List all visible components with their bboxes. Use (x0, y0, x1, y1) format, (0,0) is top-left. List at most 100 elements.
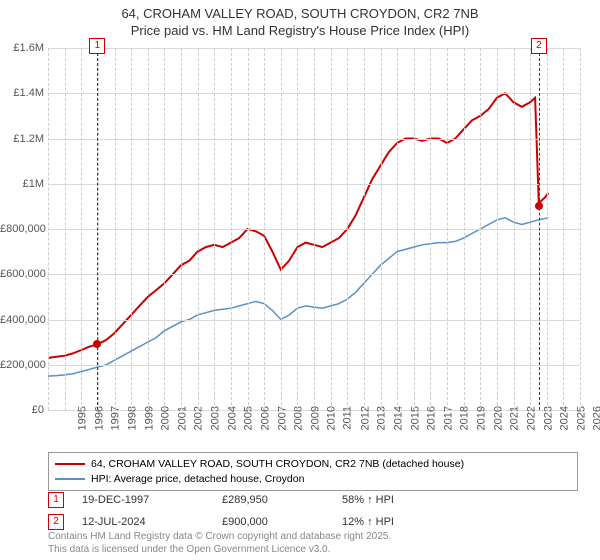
gridline-v (48, 48, 49, 410)
x-tick-label: 2023 (542, 406, 554, 430)
x-tick-label: 2005 (243, 406, 255, 430)
gridline-v (530, 48, 531, 410)
gridline-v (364, 48, 365, 410)
footer: Contains HM Land Registry data © Crown c… (48, 531, 578, 556)
gridline-v (164, 48, 165, 410)
x-tick-label: 2008 (293, 406, 305, 430)
y-tick-label: £1.4M (0, 87, 44, 99)
plot-area: £0£200,000£400,000£600,000£800,000£1M£1.… (48, 48, 580, 410)
gridline-v (464, 48, 465, 410)
x-tick-label: 2016 (426, 406, 438, 430)
marker-line-2 (539, 48, 540, 410)
sale-date: 12-JUL-2024 (82, 516, 222, 528)
x-tick-label: 2012 (359, 406, 371, 430)
x-tick-label: 2009 (309, 406, 321, 430)
y-tick-label: £0 (0, 404, 44, 416)
legend-item: HPI: Average price, detached house, Croy… (55, 472, 571, 487)
x-tick-label: 1999 (143, 406, 155, 430)
marker-point-1 (93, 340, 101, 348)
x-tick-label: 2025 (575, 406, 587, 430)
legend-label: HPI: Average price, detached house, Croy… (91, 472, 304, 487)
gridline-v (514, 48, 515, 410)
gridline-v (331, 48, 332, 410)
x-tick-label: 2010 (326, 406, 338, 430)
x-tick-label: 2026 (592, 406, 600, 430)
sale-hpi: 12% ↑ HPI (342, 516, 394, 528)
title-line-2: Price paid vs. HM Land Registry's House … (131, 23, 469, 38)
sale-date: 19-DEC-1997 (82, 494, 222, 506)
title-line-1: 64, CROHAM VALLEY ROAD, SOUTH CROYDON, C… (121, 6, 478, 21)
y-tick-label: £1M (0, 178, 44, 190)
gridline-v (497, 48, 498, 410)
x-tick-label: 2020 (492, 406, 504, 430)
gridline-v (248, 48, 249, 410)
gridline-v (580, 48, 581, 410)
gridline-v (347, 48, 348, 410)
x-tick-label: 1995 (76, 406, 88, 430)
x-tick-label: 2003 (209, 406, 221, 430)
x-tick-label: 2021 (509, 406, 521, 430)
marker-point-2 (535, 202, 543, 210)
x-tick-label: 2007 (276, 406, 288, 430)
sale-marker-2: 2 (48, 514, 64, 530)
x-tick-label: 2006 (259, 406, 271, 430)
x-tick-label: 2022 (525, 406, 537, 430)
gridline-v (480, 48, 481, 410)
gridline-v (214, 48, 215, 410)
y-tick-label: £600,000 (0, 268, 44, 280)
x-tick-label: 2015 (409, 406, 421, 430)
sale-marker-1: 1 (48, 492, 64, 508)
footer-line-1: Contains HM Land Registry data © Crown c… (48, 531, 391, 542)
sale-hpi: 58% ↑ HPI (342, 494, 394, 506)
sale-row-2: 2 12-JUL-2024£900,00012% ↑ HPI (48, 514, 578, 530)
legend-swatch (55, 463, 85, 465)
legend-label: 64, CROHAM VALLEY ROAD, SOUTH CROYDON, C… (91, 457, 464, 472)
legend-swatch (55, 478, 85, 480)
chart-title: 64, CROHAM VALLEY ROAD, SOUTH CROYDON, C… (0, 0, 600, 40)
chart-container: 64, CROHAM VALLEY ROAD, SOUTH CROYDON, C… (0, 0, 600, 560)
y-tick-label: £200,000 (0, 359, 44, 371)
x-tick-label: 2019 (475, 406, 487, 430)
gridline-v (447, 48, 448, 410)
gridline-v (198, 48, 199, 410)
gridline-v (264, 48, 265, 410)
gridline-v (314, 48, 315, 410)
x-tick-label: 2024 (559, 406, 571, 430)
marker-label-1: 1 (89, 38, 105, 54)
gridline-v (231, 48, 232, 410)
y-tick-label: £1.6M (0, 42, 44, 54)
gridline-v (81, 48, 82, 410)
gridline-v (414, 48, 415, 410)
gridline-v (181, 48, 182, 410)
y-tick-label: £400,000 (0, 314, 44, 326)
x-tick-label: 1998 (126, 406, 138, 430)
legend-item: 64, CROHAM VALLEY ROAD, SOUTH CROYDON, C… (55, 457, 571, 472)
x-tick-label: 2017 (442, 406, 454, 430)
gridline-v (381, 48, 382, 410)
gridline-v (297, 48, 298, 410)
x-tick-label: 2001 (176, 406, 188, 430)
sale-row-1: 1 19-DEC-1997£289,95058% ↑ HPI (48, 492, 578, 508)
marker-label-2: 2 (531, 38, 547, 54)
gridline-v (547, 48, 548, 410)
x-tick-label: 2014 (392, 406, 404, 430)
sale-price: £289,950 (222, 494, 342, 506)
y-tick-label: £1.2M (0, 133, 44, 145)
marker-line-1 (97, 48, 98, 410)
gridline-v (115, 48, 116, 410)
gridline-v (430, 48, 431, 410)
x-tick-label: 1997 (110, 406, 122, 430)
x-tick-label: 2018 (459, 406, 471, 430)
x-tick-label: 2002 (193, 406, 205, 430)
gridline-v (397, 48, 398, 410)
gridline-v (563, 48, 564, 410)
x-tick-label: 2004 (226, 406, 238, 430)
x-tick-label: 2000 (160, 406, 172, 430)
gridline-v (65, 48, 66, 410)
sale-price: £900,000 (222, 516, 342, 528)
footer-line-2: This data is licensed under the Open Gov… (48, 544, 330, 555)
x-tick-label: 1996 (93, 406, 105, 430)
legend: 64, CROHAM VALLEY ROAD, SOUTH CROYDON, C… (48, 452, 578, 491)
gridline-v (148, 48, 149, 410)
gridline-v (131, 48, 132, 410)
